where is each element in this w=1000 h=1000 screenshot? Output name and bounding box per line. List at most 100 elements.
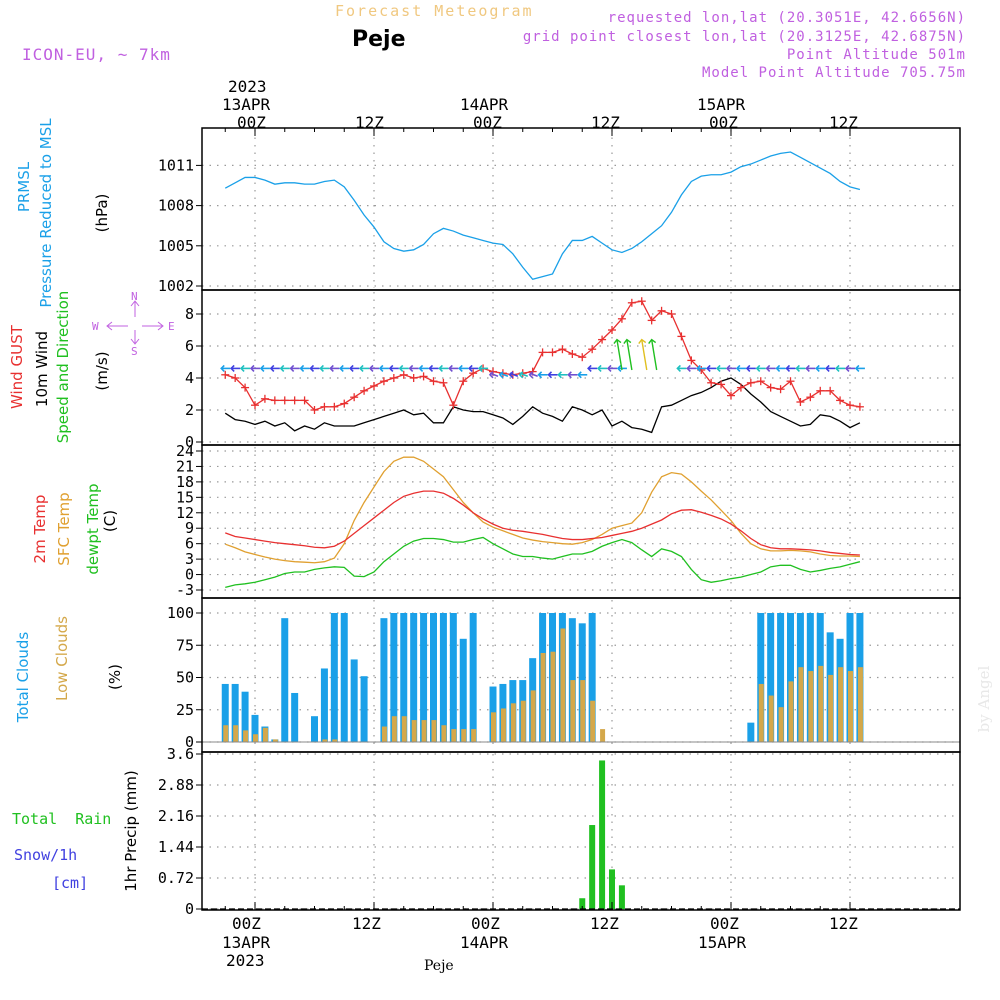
y-tick-label-precip: 0 bbox=[185, 900, 194, 918]
bottom-year: 2023 bbox=[226, 951, 265, 970]
low-cloud-bar bbox=[570, 680, 576, 742]
low-cloud-bar bbox=[491, 712, 496, 742]
total-cloud-bar bbox=[311, 716, 318, 742]
total-cloud-bar bbox=[439, 613, 447, 742]
low-cloud-bar bbox=[560, 628, 566, 742]
wind-direction-arrow bbox=[706, 364, 711, 372]
bottom-hour-3: 12Z bbox=[590, 914, 619, 933]
total-cloud-bar bbox=[420, 613, 428, 742]
grid-point-coords: grid point closest lon,lat (20.3125E, 42… bbox=[522, 29, 966, 45]
total-cloud-bar bbox=[390, 613, 398, 742]
wind-direction-arrow bbox=[606, 364, 612, 372]
total-cloud-bar bbox=[330, 613, 338, 742]
wind-direction-arrow bbox=[834, 364, 840, 372]
wind-direction-arrow bbox=[388, 364, 394, 372]
compass-w: W bbox=[92, 320, 99, 333]
y-tick-label-temp: -3 bbox=[176, 581, 194, 599]
wind-direction-arrow bbox=[616, 339, 623, 371]
panel-frame-precip bbox=[201, 751, 961, 911]
total-cloud-bar bbox=[787, 613, 794, 742]
sfc-temp-line bbox=[225, 456, 860, 564]
rain-bar bbox=[589, 825, 596, 909]
wind-direction-arrow bbox=[648, 338, 657, 345]
low-cloud-bar bbox=[818, 665, 824, 742]
y-tick-label-clouds: 25 bbox=[176, 701, 194, 719]
wind-direction-arrow bbox=[398, 364, 404, 372]
low-cloud-bar bbox=[828, 674, 834, 742]
total-cloud-bar bbox=[459, 638, 467, 742]
y-tick-label-wind: 0 bbox=[185, 433, 194, 451]
wind-direction-arrow bbox=[329, 364, 334, 372]
low-cloud-bar bbox=[451, 729, 457, 742]
low-cloud-bar bbox=[332, 739, 338, 742]
low-cloud-bar bbox=[600, 729, 606, 742]
bottom-date-14apr: 14APR bbox=[460, 933, 509, 952]
wind-direction-arrow bbox=[249, 364, 255, 372]
total-cloud-bar bbox=[430, 613, 437, 742]
y-tick-label-clouds: 50 bbox=[176, 669, 194, 687]
low-cloud-bar bbox=[758, 683, 764, 742]
wind-direction-arrow bbox=[488, 371, 494, 379]
bottom-hour-0: 00Z bbox=[232, 914, 261, 933]
requested-coords: requested lon,lat (20.3051E, 42.6656N) bbox=[607, 10, 966, 26]
total-cloud-bar bbox=[777, 613, 785, 742]
y-tick-label-wind: 6 bbox=[185, 337, 194, 355]
total-cloud-bar bbox=[231, 683, 239, 742]
low-cloud-bar bbox=[848, 671, 853, 742]
label-snow: Snow/1h bbox=[14, 846, 78, 864]
low-cloud-bar bbox=[590, 700, 596, 742]
low-cloud-bar bbox=[788, 681, 794, 742]
bottom-hour-5: 12Z bbox=[829, 914, 858, 933]
low-cloud-bar bbox=[461, 729, 467, 742]
wind-direction-arrow bbox=[577, 371, 582, 379]
y-tick-label-temp: 0 bbox=[185, 566, 194, 584]
page-title: Peje bbox=[352, 27, 406, 52]
wind-direction-arrow bbox=[676, 364, 681, 372]
y-tick-label-temp: 12 bbox=[176, 504, 194, 522]
model-label: ICON-EU, ~ 7km bbox=[22, 45, 171, 64]
wind-direction-arrow bbox=[537, 371, 543, 379]
wind-direction-arrow bbox=[289, 364, 295, 372]
y-tick-label-temp: 9 bbox=[185, 519, 194, 537]
y-tick-label-pressure: 1011 bbox=[158, 156, 194, 174]
wind-direction-arrow bbox=[623, 338, 632, 345]
grid-layer bbox=[202, 130, 960, 910]
low-cloud-bar bbox=[768, 695, 774, 742]
low-cloud-bar bbox=[272, 739, 278, 742]
total-cloud-bar bbox=[410, 613, 418, 742]
bottom-date-13apr: 13APR bbox=[222, 933, 271, 952]
wind-direction-arrow bbox=[259, 364, 265, 372]
y-tick-label-wind: 8 bbox=[185, 305, 194, 323]
low-cloud-bar bbox=[540, 652, 546, 742]
wind-direction-arrow bbox=[349, 364, 354, 372]
wind-direction-arrow bbox=[844, 364, 850, 372]
y-tick-label-temp: 18 bbox=[176, 473, 194, 491]
bottom-hour-2: 00Z bbox=[471, 914, 500, 933]
label-total-rain: Total Rain bbox=[12, 810, 112, 828]
total-cloud-bar bbox=[291, 692, 299, 742]
total-cloud-bar bbox=[449, 613, 457, 742]
total-cloud-bar bbox=[340, 613, 348, 742]
low-cloud-bar bbox=[441, 725, 447, 742]
wind-direction-arrow bbox=[626, 339, 633, 371]
low-cloud-bar bbox=[262, 727, 268, 742]
wind-direction-arrow bbox=[765, 364, 771, 372]
y-tick-label-precip: 2.88 bbox=[158, 776, 194, 794]
wind-direction-arrow bbox=[745, 364, 751, 372]
total-cloud-bar bbox=[767, 613, 775, 742]
low-cloud-bar bbox=[808, 671, 814, 742]
wind-direction-arrow bbox=[567, 371, 572, 379]
wind-direction-arrow bbox=[825, 364, 830, 372]
low-cloud-bar bbox=[431, 720, 437, 742]
y-tick-label-pressure: 1005 bbox=[158, 237, 194, 255]
wind-direction-arrow bbox=[686, 364, 691, 372]
y-tick-label-temp: 6 bbox=[185, 535, 194, 553]
wind-direction-arrow bbox=[418, 364, 424, 372]
y-tick-label-precip: 0.72 bbox=[158, 869, 194, 887]
y-tick-label-temp: 24 bbox=[176, 442, 194, 460]
wind-direction-arrow bbox=[854, 364, 860, 372]
wind-direction-arrow bbox=[557, 371, 562, 379]
total-cloud-bar bbox=[221, 683, 229, 742]
wind-direction-arrow bbox=[269, 364, 275, 372]
